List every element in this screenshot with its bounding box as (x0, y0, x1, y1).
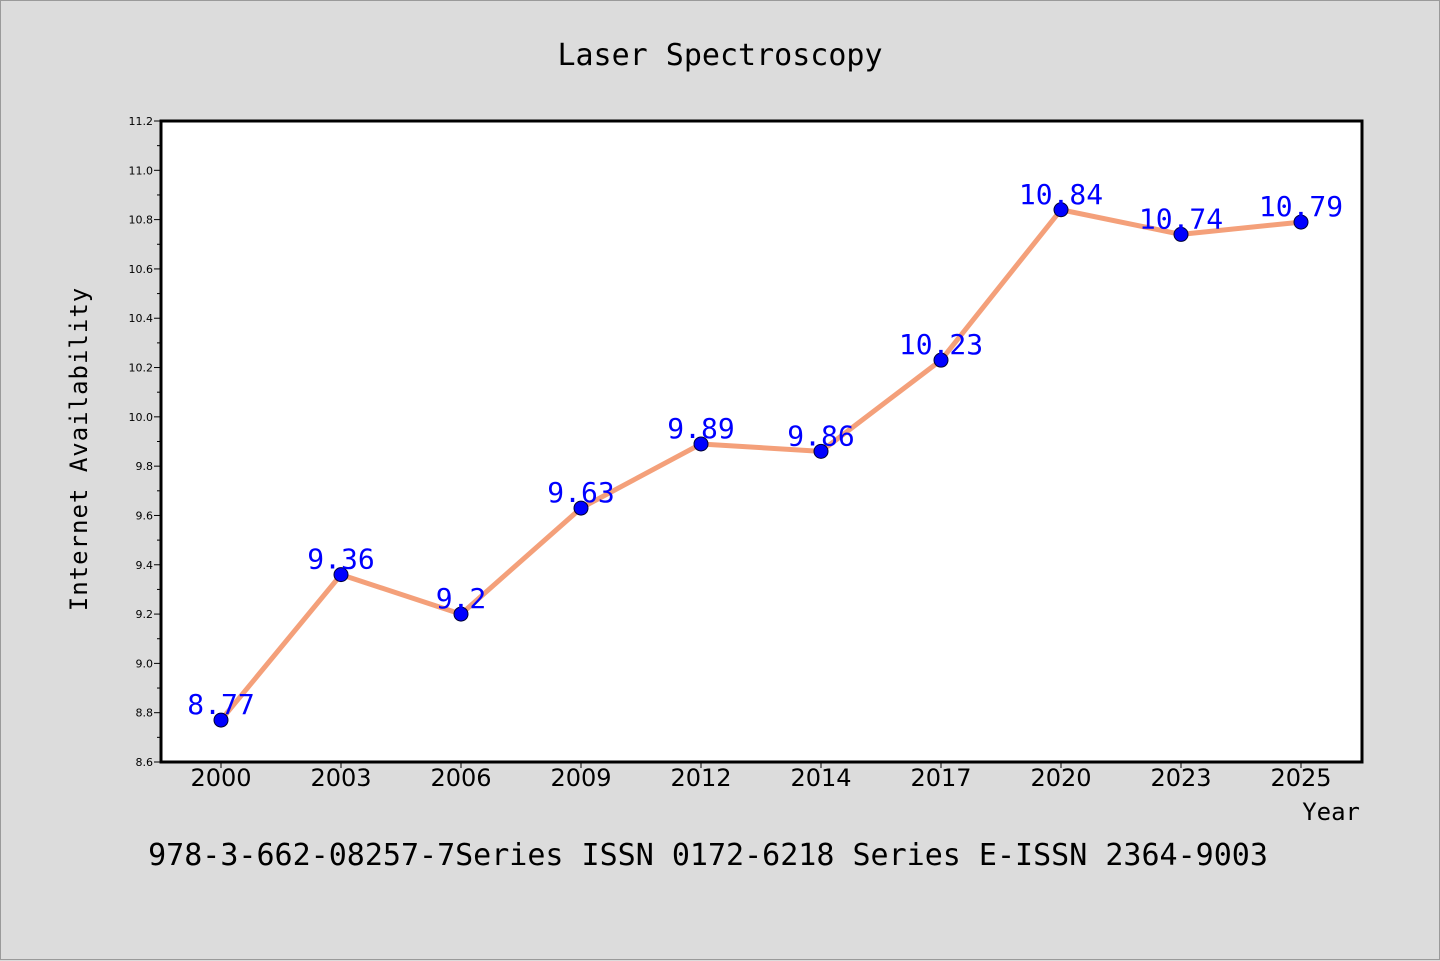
y-tick-label: 10.6 (129, 263, 154, 276)
x-tick-label: 2025 (1270, 764, 1331, 792)
data-label: 9.63 (547, 476, 614, 509)
y-tick-label: 10.4 (129, 312, 154, 325)
y-tick-label: 9.8 (136, 460, 154, 473)
data-markers (213, 202, 1309, 728)
plot-area (159, 119, 1364, 764)
x-tick-label: 2003 (310, 764, 371, 792)
y-axis-label: Internet Availability (65, 287, 93, 611)
y-tick-label: 11.0 (129, 164, 154, 177)
x-tick-label: 2023 (1150, 764, 1211, 792)
x-tick-label: 2020 (1030, 764, 1091, 792)
series-line (219, 207, 1302, 722)
y-tick-label: 8.8 (136, 707, 154, 720)
data-label: 8.77 (187, 688, 254, 721)
x-tick-label: 2000 (190, 764, 251, 792)
x-tick-label: 2009 (550, 764, 611, 792)
data-point (933, 352, 949, 368)
data-labels: 8.77 9.36 9.2 9.63 9.89 9.86 10.23 10.84 10.74 10… (187, 178, 1343, 721)
data-label: 9.2 (436, 582, 487, 615)
footer-text: 978-3-662-08257-7Series ISSN 0172-6218 S… (148, 838, 1268, 873)
data-point (693, 436, 709, 452)
series-line-group (219, 207, 1302, 722)
data-point (1293, 214, 1309, 230)
data-label: 9.89 (667, 412, 734, 445)
x-tick-label: 2014 (790, 764, 851, 792)
y-tick-label: 9.0 (136, 657, 154, 670)
x-axis-ticks: 2000 2003 2006 2009 2012 2014 2017 2020 2023 2025 (190, 762, 1332, 792)
data-point (333, 567, 349, 583)
data-label: 9.86 (787, 419, 854, 452)
y-tick-label: 10.0 (129, 411, 154, 424)
data-label: 10.79 (1259, 190, 1343, 223)
x-axis-label: Year (1302, 798, 1360, 826)
data-point (1173, 226, 1189, 242)
y-tick-label: 11.2 (129, 115, 154, 128)
data-label: 10.23 (899, 328, 983, 361)
y-tick-label: 9.2 (136, 608, 154, 621)
data-point (213, 712, 229, 728)
chart-title: Laser Spectroscopy (557, 38, 882, 73)
x-tick-label: 2012 (670, 764, 731, 792)
data-point (453, 606, 469, 622)
data-point (573, 500, 589, 516)
data-point (813, 443, 829, 459)
y-tick-label: 9.4 (136, 559, 154, 572)
y-axis-ticks: 8.6 8.8 9.0 9.2 9.4 9.6 9.8 10.0 10.2 10.4 10.6 10.… (129, 115, 161, 769)
y-tick-label: 8.6 (136, 756, 154, 769)
data-label: 10.84 (1019, 178, 1103, 211)
x-tick-label: 2017 (910, 764, 971, 792)
y-tick-label: 10.2 (129, 362, 154, 375)
data-label: 10.74 (1139, 202, 1223, 235)
y-tick-label: 9.6 (136, 509, 154, 522)
data-point (1053, 202, 1069, 218)
y-tick-label: 10.8 (129, 214, 154, 227)
x-tick-label: 2006 (430, 764, 491, 792)
data-label: 9.36 (307, 543, 374, 576)
